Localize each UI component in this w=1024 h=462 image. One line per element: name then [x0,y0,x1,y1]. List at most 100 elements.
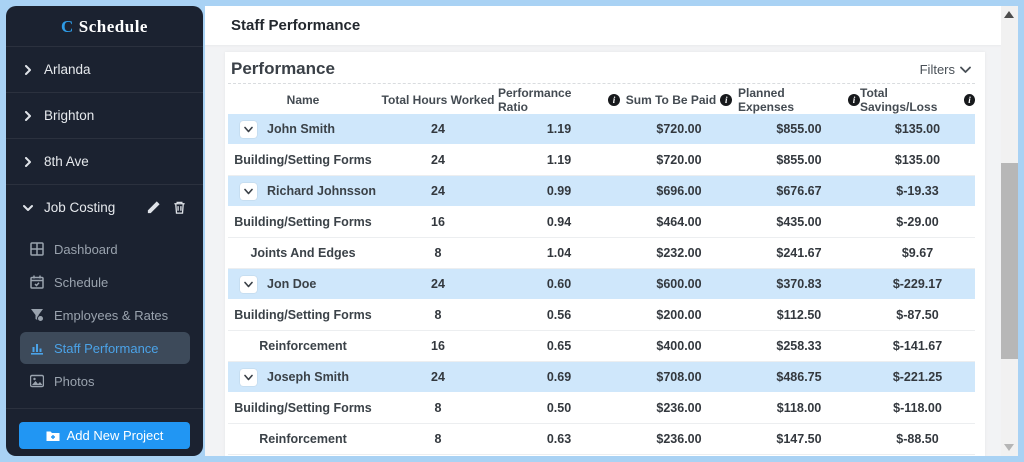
row-planned-expenses: $112.50 [776,308,822,322]
row-savings-loss: $135.00 [894,122,941,136]
table-row: Reinforcement 8 0.63 $236.00 $147.50 $-8… [228,424,975,455]
row-hours: 24 [431,122,445,136]
row-name: Richard Johnsson [267,184,377,198]
row-ratio: 0.69 [546,370,572,384]
row-savings-loss: $-141.67 [892,339,943,353]
row-name-cell: Jon Doe [228,275,378,293]
row-planned-expenses: $118.00 [776,401,822,415]
row-name-cell: Joints And Edges [228,246,378,260]
edit-pencil-icon[interactable] [146,200,161,215]
sidebar-item-employees-rates[interactable]: Employees & Rates [20,299,190,331]
column-label: Planned Expenses [738,85,795,114]
row-savings-loss: $135.00 [894,153,941,167]
row-sum-to-be-paid: $600.00 [656,277,702,291]
sidebar-item-job-costing[interactable]: Job Costing [6,184,203,230]
scroll-up-arrow-icon[interactable] [1004,11,1014,18]
row-expand-toggle[interactable] [240,275,257,293]
filters-toggle[interactable]: Filters [920,62,971,79]
row-name: Joints And Edges [250,246,356,260]
column-header: Name [228,93,378,107]
row-hours: 24 [431,370,445,384]
row-savings-loss: $-229.17 [892,277,943,291]
info-icon[interactable]: i [963,93,975,106]
column-header: Planned Expenses i [738,86,860,114]
table-row: Joints And Edges 8 1.04 $232.00 $241.67 … [228,238,975,269]
row-ratio: 1.19 [546,122,572,136]
row-planned-expenses: $435.00 [776,215,822,229]
sidebar-item-label: Arlanda [44,62,91,77]
row-ratio: 1.04 [546,246,572,260]
row-expand-toggle[interactable] [240,368,257,386]
chevron-down-icon [244,126,253,132]
row-expand-toggle[interactable] [240,120,257,138]
sidebar-item-label: Employees & Rates [54,307,169,323]
row-sum-to-be-paid: $708.00 [656,370,702,384]
sidebar-item-label: Schedule [54,274,109,290]
sidebar-item-8th-ave[interactable]: 8th Ave [6,138,203,184]
folder-plus-icon [46,431,60,441]
row-expand-toggle[interactable] [240,182,257,200]
row-ratio: 1.19 [546,153,572,167]
table-row: Reinforcement 16 0.65 $400.00 $258.33 $-… [228,331,975,362]
sidebar-item-label: Photos [54,373,95,389]
row-ratio: 0.65 [546,339,572,353]
job-costing-submenu: Dashboard Schedule Employees & Rates Sta… [6,230,203,409]
row-hours: 16 [431,339,445,353]
dashboard-grid-icon [30,242,44,256]
calendar-icon [30,275,44,289]
sidebar-item-label: Job Costing [44,200,116,215]
info-icon[interactable]: i [848,93,860,106]
panel-title: Performance [231,59,335,78]
row-ratio: 0.94 [546,215,572,229]
row-name: Building/Setting Forms [234,401,372,415]
bar-chart-icon [31,344,43,355]
column-header: Total Savings/Loss i [860,86,975,114]
row-name-cell: Joseph Smith [228,368,378,386]
row-name: John Smith [267,122,336,136]
row-hours: 8 [434,401,442,415]
row-hours: 8 [434,308,442,322]
filter-funnel-icon [31,309,44,322]
sidebar-item-brighton[interactable]: Brighton [6,92,203,138]
table-row: Richard Johnsson 24 0.99 $696.00 $676.67… [228,176,975,207]
scrollbar-thumb[interactable] [1001,163,1018,359]
column-label: Total Savings/Loss [860,85,938,114]
row-hours: 16 [431,215,445,229]
sidebar-item-schedule[interactable]: Schedule [20,266,190,298]
logo-mark: C [61,17,74,36]
row-planned-expenses: $370.83 [776,277,822,291]
row-savings-loss: $-29.00 [896,215,939,229]
column-label: Name [286,92,320,107]
scroll-down-arrow-icon[interactable] [1004,444,1014,451]
row-name-cell: Reinforcement [228,432,378,446]
row-ratio: 0.60 [546,277,572,291]
row-sum-to-be-paid: $200.00 [656,308,702,322]
row-sum-to-be-paid: $720.00 [656,122,702,136]
chevron-down-icon [244,374,253,380]
table-row: Building/Setting Forms 8 0.50 $236.00 $1… [228,393,975,424]
sidebar-item-arlanda[interactable]: Arlanda [6,46,203,92]
row-planned-expenses: $241.67 [776,246,822,260]
add-new-project-button[interactable]: Add New Project [19,422,190,449]
row-planned-expenses: $855.00 [776,153,822,167]
info-icon[interactable]: i [720,93,733,106]
panel-header: Performance Filters [228,52,975,84]
row-sum-to-be-paid: $232.00 [656,246,702,260]
row-name-cell: Building/Setting Forms [228,401,378,415]
performance-card: Performance Filters Name Total Hours Wor… [225,52,985,456]
row-name-cell: John Smith [228,120,378,138]
row-sum-to-be-paid: $720.00 [656,153,702,167]
info-icon[interactable]: i [608,93,620,106]
row-savings-loss: $-88.50 [896,432,939,446]
vertical-scrollbar[interactable] [1001,6,1018,456]
sidebar-item-dashboard[interactable]: Dashboard [20,233,190,265]
row-planned-expenses: $258.33 [776,339,822,353]
sidebar-item-label: Dashboard [54,241,118,257]
sidebar-item-photos[interactable]: Photos [20,365,190,397]
row-sum-to-be-paid: $696.00 [656,184,702,198]
chevron-right-icon [25,156,31,167]
row-name: Building/Setting Forms [234,153,372,167]
chevron-right-icon [25,110,31,121]
sidebar-item-staff-performance[interactable]: Staff Performance [20,332,190,364]
trash-icon[interactable] [172,200,187,215]
